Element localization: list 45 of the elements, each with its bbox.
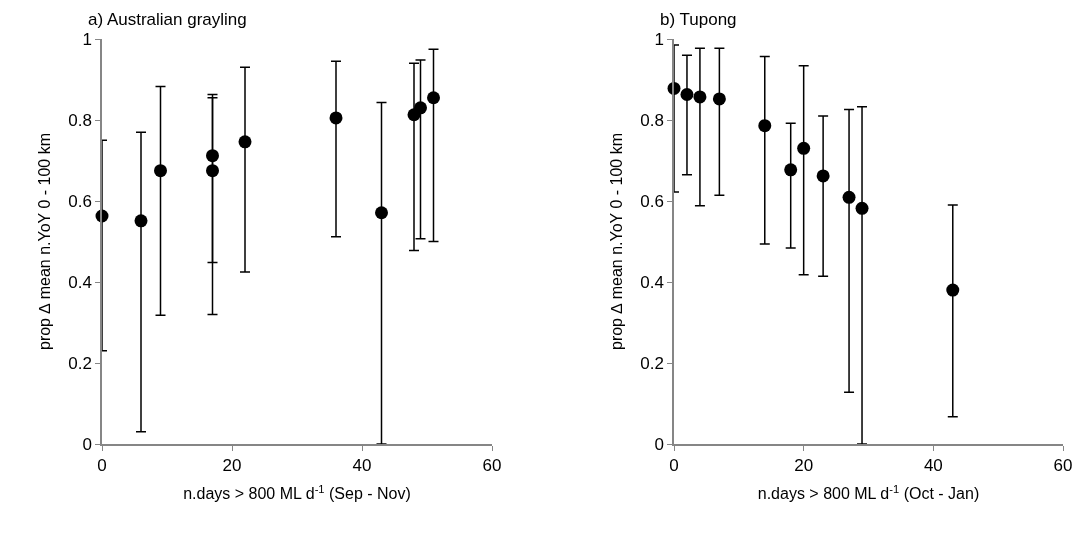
point bbox=[206, 149, 219, 163]
x-tick-label: 60 bbox=[482, 456, 502, 476]
y-tick-label: 0 bbox=[82, 434, 92, 454]
y-tick-label: 0.2 bbox=[68, 353, 92, 373]
y-tick-label: 0.8 bbox=[640, 110, 664, 130]
y-tick-label: 0.4 bbox=[68, 272, 92, 292]
x-tick-label: 40 bbox=[352, 456, 372, 476]
y-tick-label: 0 bbox=[654, 434, 664, 454]
x-tick-label: 20 bbox=[794, 456, 814, 476]
y-tick-label: 1 bbox=[654, 29, 664, 49]
point bbox=[797, 141, 811, 155]
point bbox=[855, 201, 869, 215]
point bbox=[329, 111, 343, 125]
x-tick-label: 20 bbox=[222, 456, 242, 476]
point bbox=[946, 283, 960, 297]
point bbox=[427, 91, 440, 105]
point bbox=[816, 169, 830, 183]
chart-title: b) Tupong bbox=[660, 10, 737, 30]
point bbox=[712, 92, 726, 106]
y-tick-label: 0.2 bbox=[640, 353, 664, 373]
point bbox=[842, 190, 856, 204]
y-tick-label: 0.6 bbox=[68, 191, 92, 211]
x-tick-label: 0 bbox=[97, 456, 107, 476]
point bbox=[238, 135, 252, 149]
point bbox=[414, 101, 427, 115]
x-tick-label: 40 bbox=[923, 456, 943, 476]
y-tick-label: 0.6 bbox=[640, 191, 664, 211]
x-tick-label: 0 bbox=[669, 456, 679, 476]
point bbox=[154, 164, 167, 178]
y-tick-label: 1 bbox=[82, 29, 92, 49]
y-axis-title: prop ∆ mean n.YoY 0 - 100 km bbox=[607, 132, 625, 351]
x-tick-label: 60 bbox=[1053, 456, 1073, 476]
point bbox=[134, 214, 148, 228]
point bbox=[206, 164, 219, 178]
chart-title: a) Australian grayling bbox=[88, 10, 247, 30]
x-axis-title: n.days > 800 ML d$^{-1}$ (Sep - Nov) bbox=[183, 482, 411, 503]
point bbox=[784, 163, 798, 177]
y-tick-label: 0.4 bbox=[640, 272, 664, 292]
point bbox=[758, 119, 772, 133]
point bbox=[375, 206, 388, 220]
point bbox=[693, 90, 707, 104]
point bbox=[680, 87, 694, 101]
x-axis-title: n.days > 800 ML d$^{-1}$ (Oct - Jan) bbox=[757, 482, 980, 503]
y-axis-title: prop ∆ mean n.YoY 0 - 100 km bbox=[35, 132, 53, 351]
y-tick-label: 0.8 bbox=[68, 110, 92, 130]
